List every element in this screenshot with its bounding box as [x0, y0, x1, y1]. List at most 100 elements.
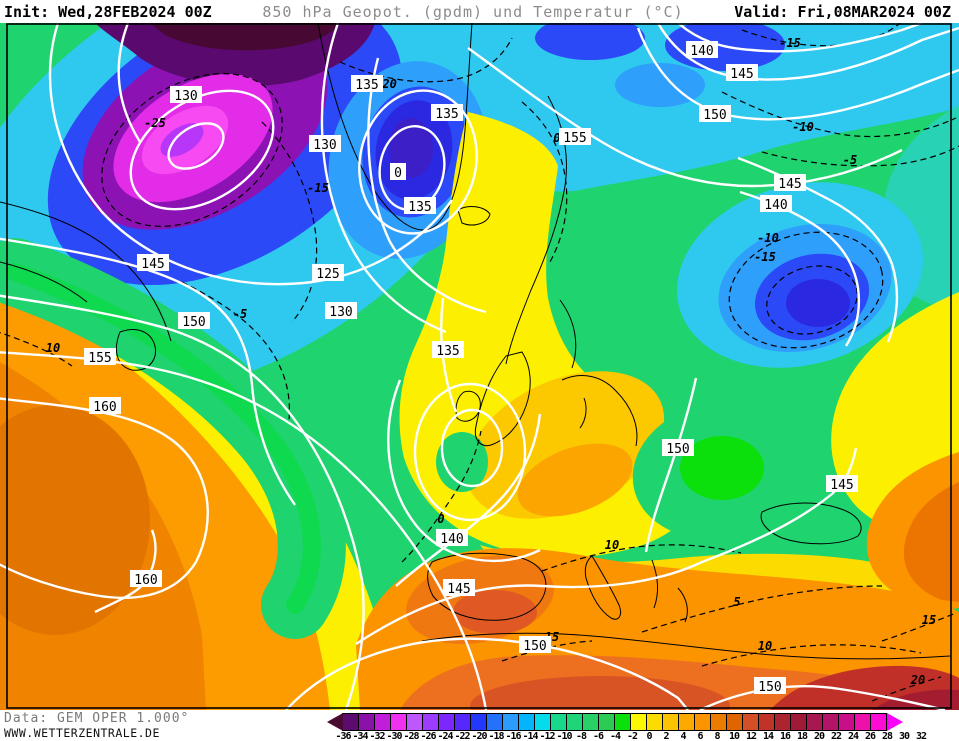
colorbar-tick-label: -12 [539, 731, 555, 741]
geopotential-label: 140 [760, 195, 792, 213]
colorbar-cells [327, 713, 903, 731]
colorbar-segment [566, 713, 583, 731]
temperature-label: 0 [553, 131, 560, 145]
colorbar-tick-label: -6 [592, 731, 604, 741]
colorbar-segment [630, 713, 647, 731]
temperature-label: 15 [922, 613, 936, 627]
colorbar-tick-label: -32 [369, 731, 385, 741]
colorbar-tick-label: 10 [728, 731, 740, 741]
colorbar-segment [406, 713, 423, 731]
colorbar-segment [582, 713, 599, 731]
geopotential-label: 130 [325, 302, 357, 320]
geopotential-label: 135 [404, 197, 436, 215]
colorbar-segment [870, 713, 887, 731]
colorbar-tick-label: 6 [697, 731, 703, 741]
colorbar-segment [614, 713, 631, 731]
geopotential-label: 135 [431, 104, 463, 122]
colorbar-segment [662, 713, 679, 731]
data-source-label: Data: GEM OPER 1.000° [4, 711, 190, 726]
colorbar-segment [454, 713, 471, 731]
map-frame [6, 23, 952, 709]
temperature-label: 20 [910, 673, 925, 687]
geopotential-label: 130 [309, 135, 341, 153]
colorbar-tick-label: 30 [898, 731, 910, 741]
svg-text:155: 155 [563, 131, 586, 146]
geopotential-label-group: 135 130 135 130 0 135 125 130 145 150 155 160 160 155… [84, 41, 858, 695]
colorbar-segment [646, 713, 663, 731]
colorbar-tick-label: -2 [626, 731, 638, 741]
temperature-colorbar: -36 -34 -32 -30 -28 -26 -24 -22 -20 -18 -16 -14 -12-… [327, 713, 955, 741]
colorbar-tick-label: 14 [762, 731, 774, 741]
geopotential-label: 125 [312, 264, 344, 282]
svg-text:140: 140 [440, 532, 463, 547]
colorbar-tick-label: 28 [881, 731, 893, 741]
colorbar-arrow-left [327, 713, 343, 731]
init-time-label: Init: Wed,28FEB2024 00Z [4, 2, 212, 21]
temperature-label: -10 [792, 120, 814, 134]
svg-text:0: 0 [394, 166, 402, 181]
geopotential-label: 140 [436, 529, 468, 547]
colorbar-tick-label: -18 [488, 731, 504, 741]
colorbar-tick-label: 0 [646, 731, 652, 741]
temperature-label: -5 [233, 307, 247, 321]
svg-text:150: 150 [703, 108, 726, 123]
colorbar-tick-label: 18 [796, 731, 808, 741]
svg-text:145: 145 [141, 257, 164, 272]
svg-text:135: 135 [355, 78, 378, 93]
footer-bar: Data: GEM OPER 1.000° WWW.WETTERZENTRALE… [0, 710, 959, 741]
coastlines [0, 22, 951, 660]
header-bar: Init: Wed,28FEB2024 00Z 850 hPa Geopot. … [0, 0, 959, 23]
geopotential-label: 145 [137, 254, 169, 272]
svg-text:125: 125 [316, 267, 339, 282]
colorbar-segment [806, 713, 823, 731]
colorbar-tick-label: 4 [680, 731, 686, 741]
temperature-label: -15 [779, 36, 801, 50]
valid-time-label: Valid: Fri,08MAR2024 00Z [734, 2, 951, 21]
svg-text:145: 145 [730, 67, 753, 82]
colorbar-tick-label: -14 [522, 731, 538, 741]
colorbar-segment [774, 713, 791, 731]
svg-text:135: 135 [408, 200, 431, 215]
colorbar-tick-label: -30 [386, 731, 402, 741]
geopotential-label: 155 [84, 348, 116, 366]
svg-text:130: 130 [329, 305, 352, 320]
colorbar-tick-label: 26 [864, 731, 876, 741]
geopotential-label: 130 [170, 86, 202, 104]
colorbar-segment [838, 713, 855, 731]
colorbar-tick-label: -16 [505, 731, 521, 741]
colorbar-tick-label: -22 [454, 731, 470, 741]
colorbar-segment [390, 713, 407, 731]
temperature-label: 10 [605, 538, 619, 552]
colorbar-tick-label: 12 [745, 731, 757, 741]
colorbar-segment [502, 713, 519, 731]
colorbar-segment [694, 713, 711, 731]
geopotential-label: 140 [686, 41, 718, 59]
colorbar-tick-label: 24 [847, 731, 859, 741]
geopotential-label: 0 [390, 163, 406, 181]
geopotential-label: 150 [662, 439, 694, 457]
colorbar-tick-label: -20 [471, 731, 487, 741]
colorbar-tick-label: -24 [437, 731, 453, 741]
colorbar-segment [486, 713, 503, 731]
colorbar-tick-label: -28 [403, 731, 419, 741]
colorbar-arrow-right [887, 713, 903, 731]
temperature-label: -5 [843, 153, 857, 167]
colorbar-tick-label: -26 [420, 731, 436, 741]
colorbar-tick-label: -8 [575, 731, 587, 741]
temperature-label: 10 [758, 639, 772, 653]
svg-text:145: 145 [778, 177, 801, 192]
colorbar-segment [470, 713, 487, 731]
temperature-label: -25 [144, 116, 166, 130]
colorbar-segment [726, 713, 743, 731]
colorbar-tick-label: -10 [556, 731, 572, 741]
geopotential-label: 160 [89, 397, 121, 415]
temperature-label: -15 [307, 181, 329, 195]
colorbar-segment [438, 713, 455, 731]
geopotential-label: 145 [774, 174, 806, 192]
temperature-label: 5 [733, 595, 740, 609]
svg-text:160: 160 [93, 400, 116, 415]
